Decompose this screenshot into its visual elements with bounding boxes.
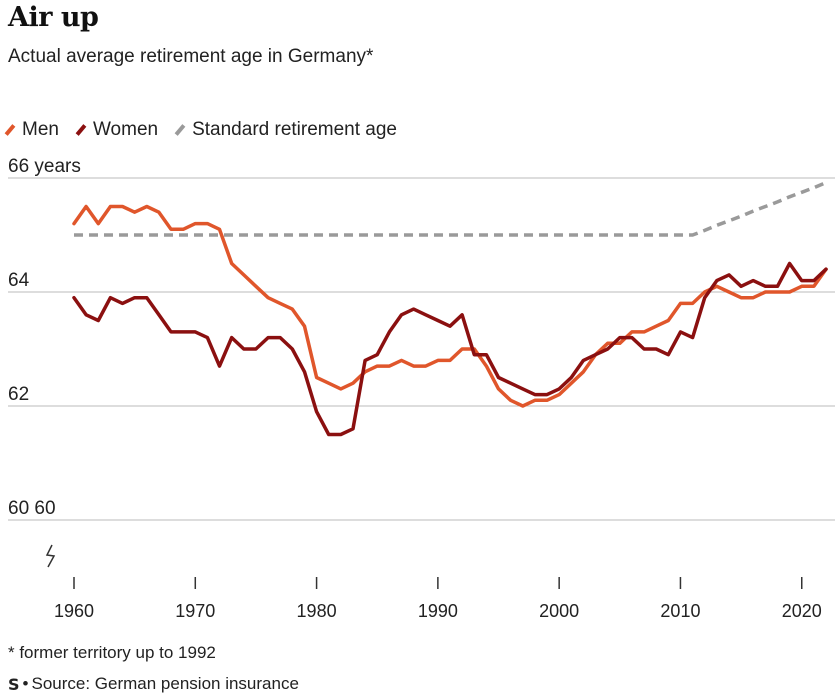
y-tick-label: 66 years: [8, 156, 81, 177]
legend-item-women: Women: [75, 119, 159, 141]
legend: Men Women Standard retirement age: [4, 119, 397, 141]
y-tick-label: 60 60: [8, 498, 56, 519]
x-tick-label: 1980: [297, 601, 337, 621]
legend-label-women: Women: [92, 119, 159, 140]
legend-item-men: Men: [4, 119, 59, 141]
publisher-logo-icon: S: [8, 674, 20, 694]
x-tick-label: 2010: [660, 601, 700, 621]
series-layer: [72, 180, 828, 437]
x-tick-label: 1990: [418, 601, 458, 621]
x-axis: 1960 1970 1980 1990 2000 2010 2020: [54, 577, 822, 621]
x-tick-label: 1960: [54, 601, 94, 621]
x-tick-label: 1970: [175, 601, 215, 621]
footnote: * former territory up to 1992: [8, 643, 216, 662]
axis-break-icon: [45, 544, 56, 568]
x-tick-label: 2000: [539, 601, 579, 621]
source: S • Source: German pension insurance: [8, 674, 299, 694]
series-line-standard: [74, 180, 827, 237]
series-line-men: [72, 204, 828, 408]
legend-label-men: Men: [22, 119, 59, 140]
legend-label-standard: Standard retirement age: [192, 119, 397, 140]
x-tick-label: 2020: [782, 601, 822, 621]
source-dot: •: [22, 674, 29, 693]
y-tick-label: 62: [8, 384, 29, 405]
grid-layer: 66 years 64 62 60 60: [8, 156, 835, 521]
legend-item-standard: Standard retirement age: [174, 119, 397, 141]
chart-title: Air up: [8, 2, 99, 33]
chart-subtitle: Actual average retirement age in Germany…: [8, 46, 374, 67]
y-tick-label: 64: [8, 270, 30, 291]
series-line-women: [72, 261, 828, 437]
source-text: Source: German pension insurance: [31, 674, 299, 693]
